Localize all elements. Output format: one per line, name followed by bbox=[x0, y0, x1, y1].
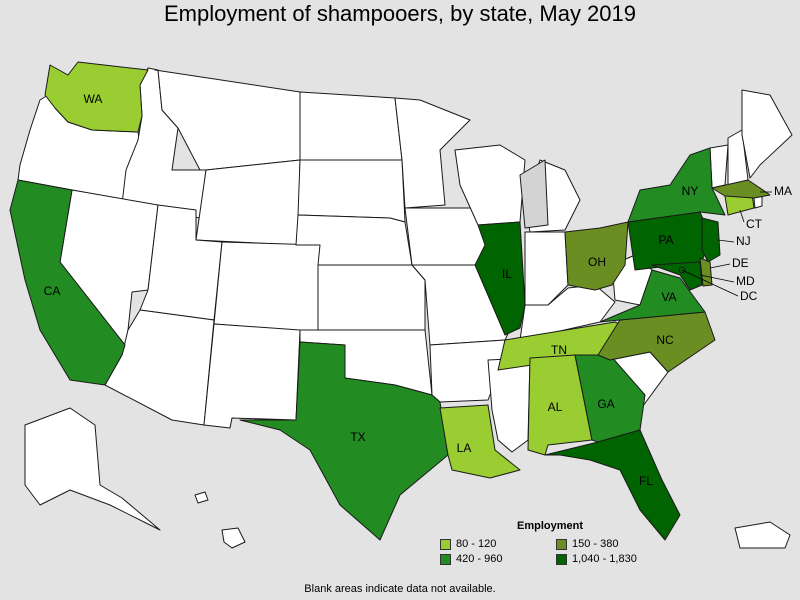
leader-MD bbox=[699, 274, 735, 283]
state-AK bbox=[24, 407, 161, 531]
label-CT: CT bbox=[746, 217, 763, 231]
label-AL: AL bbox=[548, 400, 563, 414]
legend-label: 150 - 380 bbox=[572, 538, 619, 550]
outside-labels: MA CT NJ DE MD DC bbox=[681, 184, 792, 303]
state-MT bbox=[154, 69, 301, 171]
state-MA bbox=[711, 179, 771, 199]
map-title: Employment of shampooers, by state, May … bbox=[163, 1, 636, 26]
legend-label: 80 - 120 bbox=[456, 538, 497, 550]
footnote: Blank areas indicate data not available. bbox=[304, 583, 496, 595]
legend-item: 420 - 960 bbox=[440, 553, 556, 565]
legend-swatch bbox=[556, 538, 567, 550]
state-SD bbox=[297, 159, 406, 223]
leader-NJ bbox=[717, 239, 735, 243]
leader-DC bbox=[681, 269, 739, 297]
no-data-states bbox=[17, 67, 793, 549]
label-NY: NY bbox=[682, 184, 699, 198]
state-PR bbox=[734, 521, 791, 549]
state-IL bbox=[474, 221, 526, 336]
state-labels: WA CA TX LA IL TN AL GA FL OH NC VA PA N… bbox=[44, 92, 699, 488]
state-NY bbox=[627, 147, 726, 223]
state-ME bbox=[741, 89, 793, 179]
leader-CT bbox=[739, 209, 745, 223]
state-MN bbox=[394, 97, 471, 209]
legend: Employment 80 - 120 150 - 380 420 - 960 … bbox=[440, 520, 690, 565]
state-HI bbox=[221, 527, 246, 549]
label-NJ: NJ bbox=[736, 234, 751, 248]
legend-item: 150 - 380 bbox=[556, 538, 686, 550]
legend-swatch bbox=[440, 538, 451, 550]
legend-swatch bbox=[556, 553, 567, 565]
state-KS bbox=[317, 264, 426, 333]
legend-label: 420 - 960 bbox=[456, 553, 503, 565]
label-TX: TX bbox=[350, 430, 365, 444]
label-MD: MD bbox=[736, 274, 755, 288]
state-VT bbox=[709, 144, 729, 189]
state-NM bbox=[203, 323, 301, 429]
legend-item: 80 - 120 bbox=[440, 538, 556, 550]
state-WY bbox=[195, 159, 301, 246]
leader-DE bbox=[709, 263, 731, 269]
label-NC: NC bbox=[656, 333, 674, 347]
state-MS bbox=[487, 357, 531, 453]
state-WA bbox=[44, 61, 149, 133]
state-CA bbox=[9, 179, 126, 386]
state-VA bbox=[599, 269, 706, 323]
state-MI-upper bbox=[519, 159, 549, 229]
label-FL: FL bbox=[639, 474, 653, 488]
label-WA: WA bbox=[84, 92, 103, 106]
legend-items: 80 - 120 150 - 380 420 - 960 1,040 - 1,8… bbox=[440, 538, 690, 565]
state-MD bbox=[651, 261, 703, 291]
state-CO bbox=[213, 241, 321, 333]
legend-swatch bbox=[440, 553, 451, 565]
legend-item: 1,040 - 1,830 bbox=[556, 553, 686, 565]
state-TX bbox=[239, 341, 449, 541]
label-VA: VA bbox=[661, 290, 676, 304]
state-IN bbox=[524, 231, 569, 306]
state-OH bbox=[564, 221, 629, 291]
label-DC: DC bbox=[740, 289, 758, 303]
label-TN: TN bbox=[551, 343, 567, 357]
label-CA: CA bbox=[44, 284, 61, 298]
label-PA: PA bbox=[658, 233, 673, 247]
state-ND bbox=[299, 91, 403, 161]
label-DE: DE bbox=[732, 256, 749, 270]
label-OH: OH bbox=[588, 255, 606, 269]
legend-label: 1,040 - 1,830 bbox=[572, 553, 637, 565]
label-GA: GA bbox=[597, 397, 614, 411]
data-states bbox=[9, 61, 771, 541]
state-NJ bbox=[701, 217, 721, 263]
state-DE bbox=[699, 257, 713, 287]
label-MA: MA bbox=[774, 184, 792, 198]
state-LA bbox=[439, 404, 521, 479]
legend-title: Employment bbox=[516, 520, 583, 532]
label-IL: IL bbox=[502, 267, 512, 281]
state-HI-small bbox=[194, 491, 209, 504]
label-LA: LA bbox=[457, 441, 472, 455]
state-FL bbox=[544, 429, 681, 541]
